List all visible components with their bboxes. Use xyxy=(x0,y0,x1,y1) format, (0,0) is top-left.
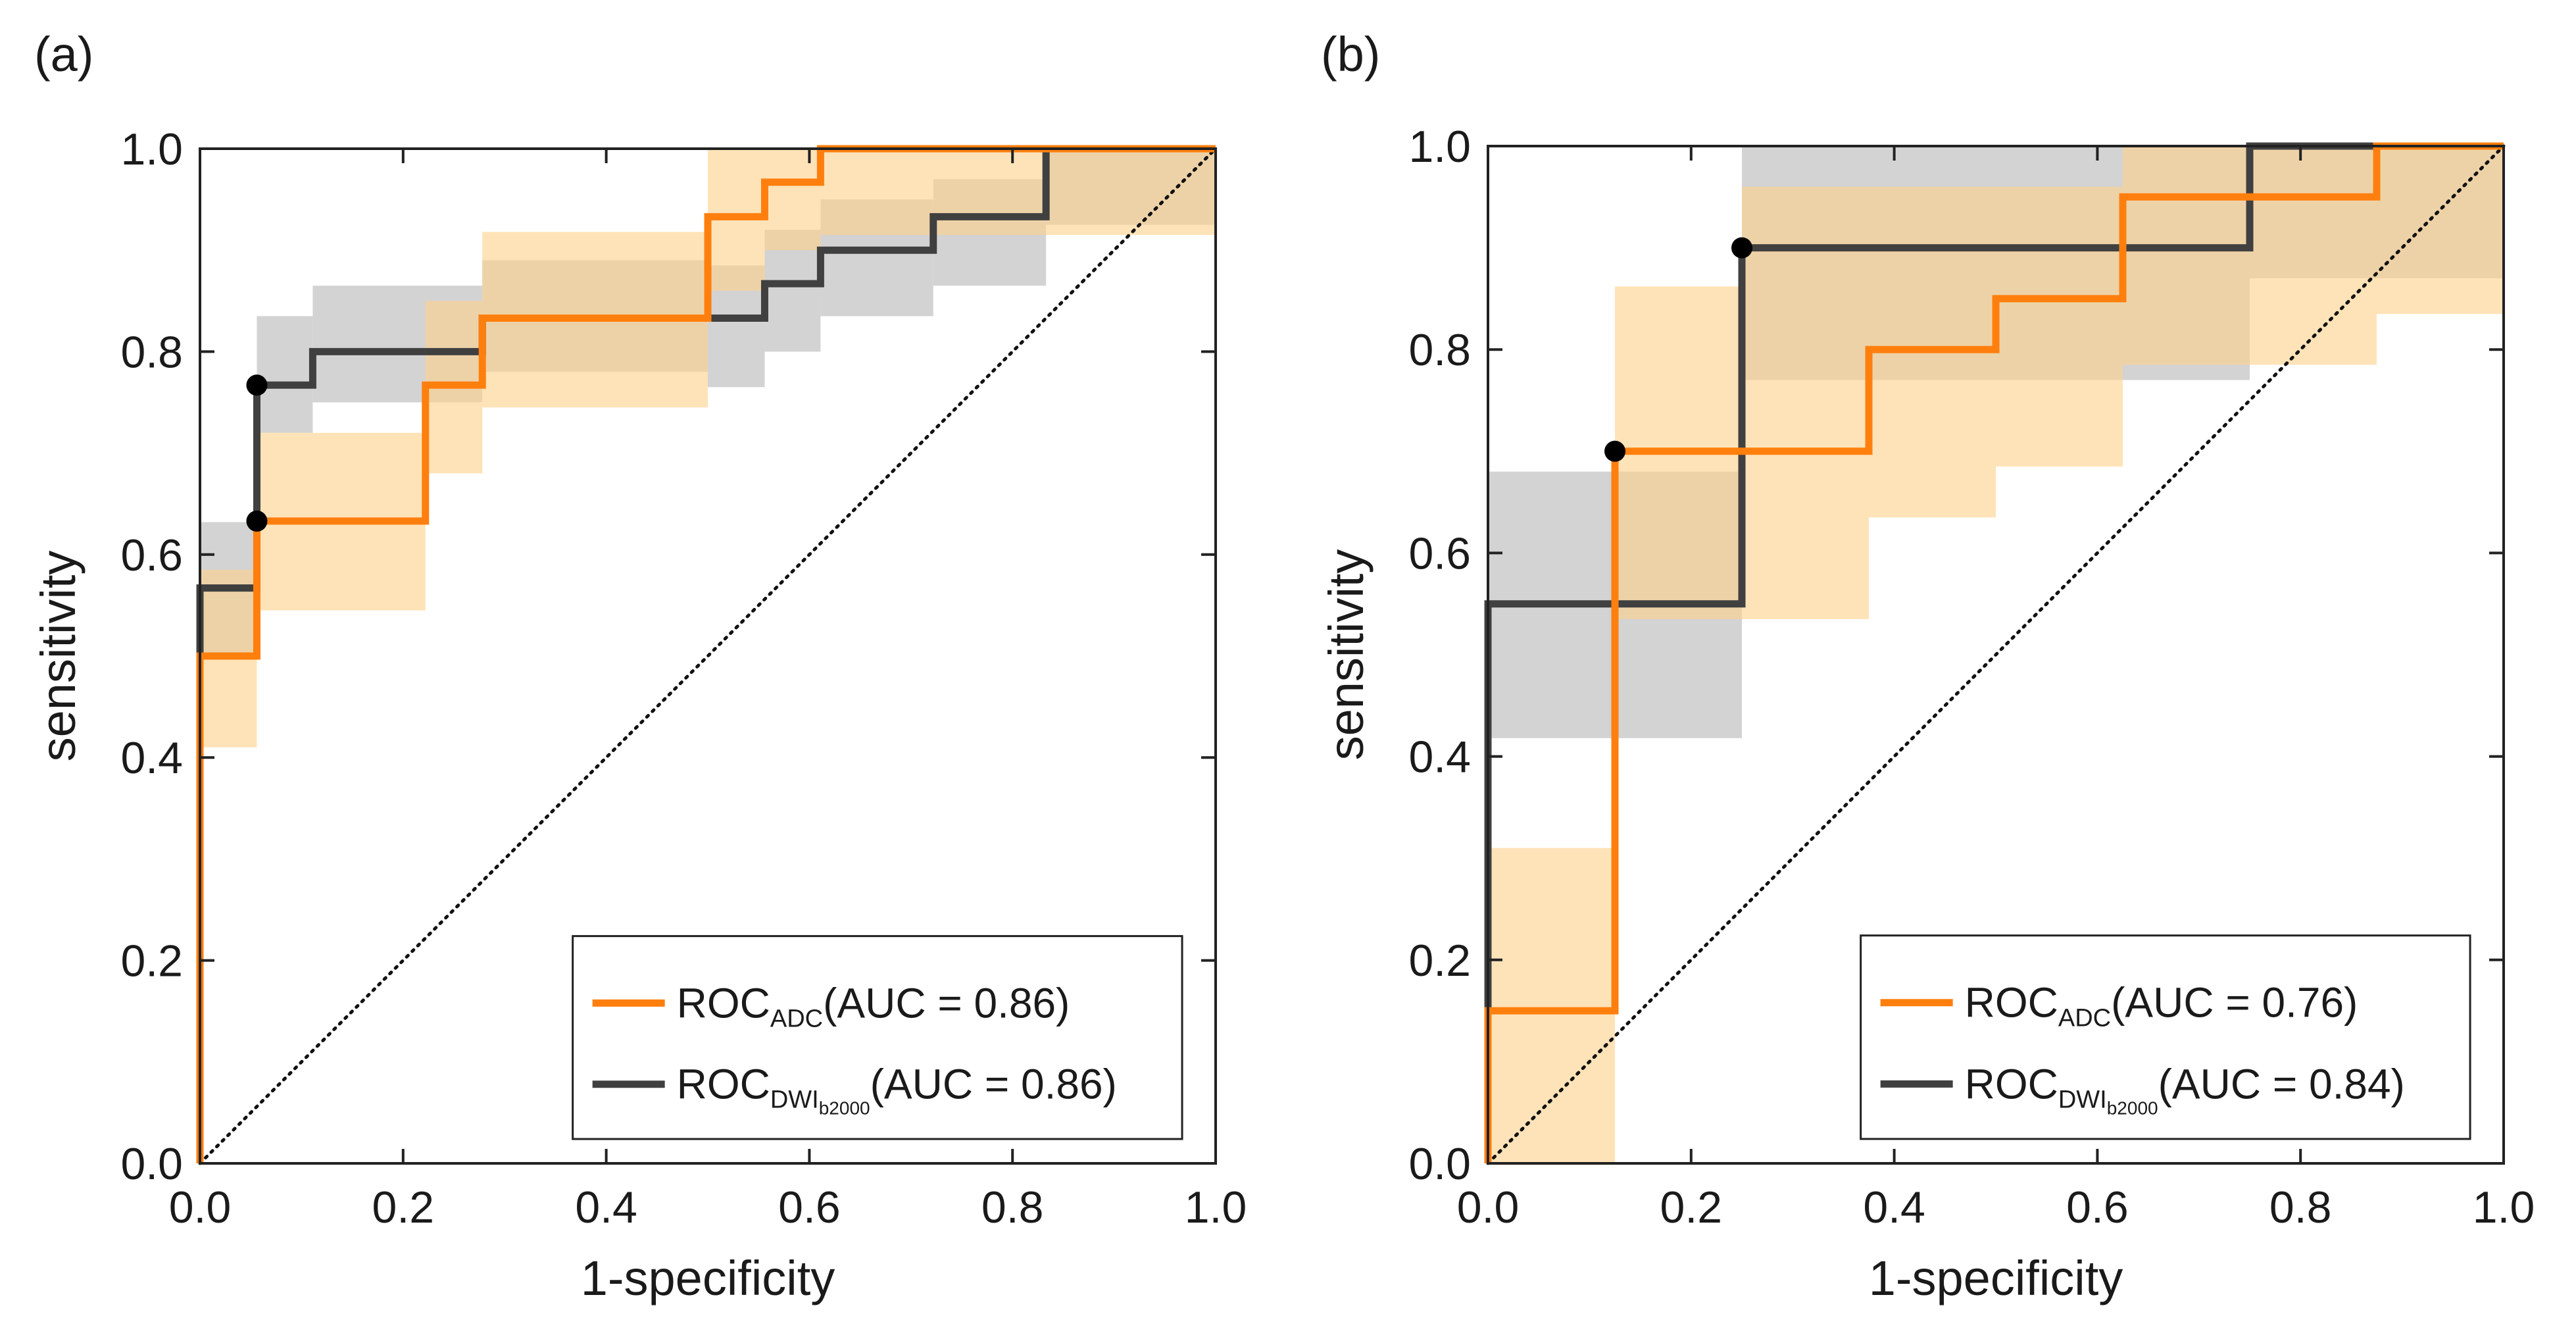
legend: ROCADC(AUC = 0.76)ROCDWIb2000(AUC = 0.84… xyxy=(1860,934,2471,1140)
legend-auc-text: (AUC = 0.84) xyxy=(2158,1060,2405,1107)
ci-band-roc_dwib2000-1 xyxy=(257,316,313,433)
ci-band-roc_adc-2 xyxy=(1742,186,1869,619)
legend-main-text: ROC xyxy=(1965,979,2058,1026)
y-tick-label: 0.0 xyxy=(1408,1139,1471,1189)
y-tick-label: 1.0 xyxy=(120,124,183,174)
ci-band-roc_adc-4 xyxy=(1996,186,2123,467)
x-tick-label: 0.4 xyxy=(1863,1182,1925,1232)
x-tick-label: 0.4 xyxy=(575,1182,637,1232)
legend-auc-text: (AUC = 0.86) xyxy=(870,1061,1117,1108)
legend-main-text: ROC xyxy=(677,1061,770,1108)
roc-line-roc_adc xyxy=(1484,142,2504,1163)
y-tick-label: 0.0 xyxy=(120,1139,183,1189)
x-axis-label: 1-specificity xyxy=(581,1251,835,1305)
legend-box xyxy=(572,935,1183,1140)
legend-entry-roc_dwib2000: ROCDWIb2000(AUC = 0.86) xyxy=(677,1061,1117,1119)
y-tick-label: 0.8 xyxy=(1408,325,1471,375)
legend-subsubscript: b2000 xyxy=(819,1098,870,1119)
roc-line-roc_adc xyxy=(196,145,1216,1163)
y-axis-label: sensitivity xyxy=(31,551,86,762)
legend-subscript: ADC xyxy=(2058,1005,2111,1032)
ci-band-roc_adc-5 xyxy=(764,149,821,251)
y-tick-label: 0.6 xyxy=(120,530,183,580)
legend-auc-text: (AUC = 0.86) xyxy=(823,979,1070,1026)
axes-frame xyxy=(1487,145,2505,1165)
operating-point-roc_adc xyxy=(1604,440,1625,462)
x-tick-label: 0.0 xyxy=(169,1182,232,1232)
y-tick-label: 0.4 xyxy=(1408,732,1471,782)
x-tick-label: 1.0 xyxy=(1185,1182,1247,1232)
x-tick-label: 0.8 xyxy=(981,1182,1044,1232)
x-tick-label: 0.6 xyxy=(2066,1182,2129,1232)
ci-band-roc_adc-6 xyxy=(2377,146,2504,315)
legend-subscript: DWI xyxy=(2058,1086,2107,1113)
legend-subscript: DWI xyxy=(770,1086,819,1114)
ci-band-roc_adc-6 xyxy=(820,149,1216,236)
y-tick-label: 1.0 xyxy=(1408,122,1471,172)
legend-entry-roc_adc: ROCADC(AUC = 0.76) xyxy=(1965,979,2358,1032)
legend-subsubscript: b2000 xyxy=(2107,1098,2158,1118)
x-tick-label: 1.0 xyxy=(2473,1182,2535,1232)
legend-box xyxy=(1860,934,2471,1140)
y-tick-label: 0.8 xyxy=(120,327,183,377)
roc-line-roc_dwib2000 xyxy=(196,145,1216,1163)
chance-diagonal-line xyxy=(1486,144,2506,1165)
legend-entry-roc_dwib2000: ROCDWIb2000(AUC = 0.84) xyxy=(1965,1060,2405,1118)
chance-diagonal-line xyxy=(198,147,1218,1165)
chart-panel-1: (a) 0.0 0.2 0.4 0.6 0.8 1.0 0.0 0.2 0.4 0.6 0.8 1.0 1… xyxy=(31,27,1247,1305)
legend: ROCADC(AUC = 0.86)ROCDWIb2000(AUC = 0.86… xyxy=(572,935,1183,1140)
x-tick-label: 0.0 xyxy=(1457,1182,1520,1232)
x-tick-label: 0.2 xyxy=(372,1182,435,1232)
y-tick-label: 0.6 xyxy=(1408,528,1471,578)
y-tick-label: 0.4 xyxy=(120,733,183,783)
y-tick-label: 0.2 xyxy=(120,936,183,986)
x-tick-label: 0.6 xyxy=(778,1182,841,1232)
panel-label: (a) xyxy=(34,27,93,82)
x-axis-label: 1-specificity xyxy=(1869,1251,2123,1305)
legend-main-text: ROC xyxy=(677,979,770,1026)
operating-point-roc_dwib2000 xyxy=(1731,237,1752,259)
panel-label: (b) xyxy=(1321,27,1380,82)
legend-entry-roc_adc: ROCADC(AUC = 0.86) xyxy=(677,979,1070,1032)
x-tick-label: 0.2 xyxy=(1660,1182,1723,1232)
x-tick-label: 0.8 xyxy=(2269,1182,2332,1232)
ci-band-roc_adc-0 xyxy=(1488,848,1615,1163)
chart-panel-2: (b) 0.0 0.2 0.4 0.6 0.8 1.0 0.0 0.2 0.4 0.6 0.8 1.0 1… xyxy=(1319,27,2535,1305)
legend-main-text: ROC xyxy=(1965,1060,2058,1107)
operating-point-roc_adc xyxy=(246,510,268,532)
legend-subscript: ADC xyxy=(770,1005,823,1032)
y-tick-label: 0.2 xyxy=(1408,936,1471,986)
operating-point-roc_dwib2000 xyxy=(246,374,268,396)
legend-auc-text: (AUC = 0.76) xyxy=(2111,979,2358,1026)
axes-frame xyxy=(199,147,1217,1165)
y-axis-label: sensitivity xyxy=(1319,549,1374,761)
